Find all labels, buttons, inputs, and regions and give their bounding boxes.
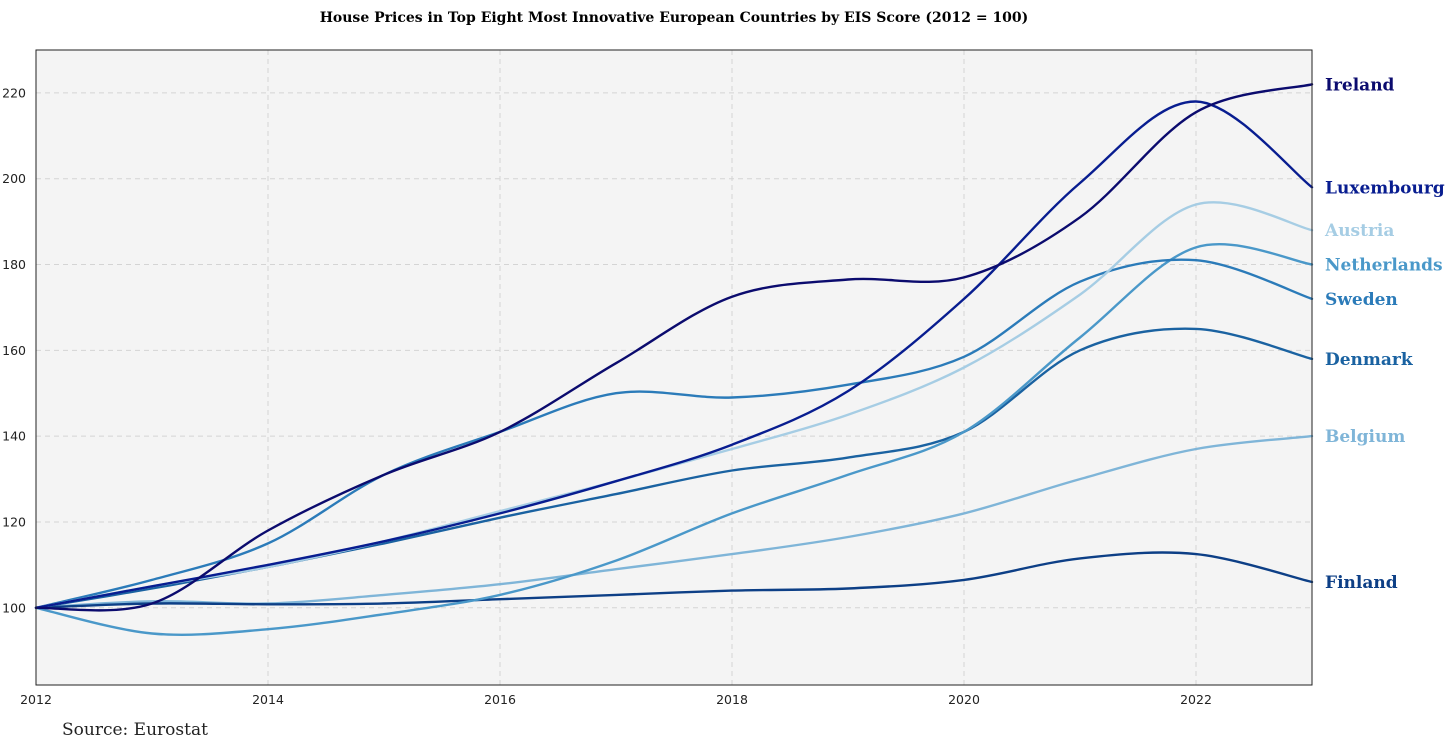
x-axis: 2012 2014 2016 2018 2020 2022 (20, 692, 1212, 707)
y-tick-label: 120 (2, 514, 26, 529)
series-label-luxembourg: Luxembourg (1325, 178, 1445, 198)
series-line-finland (34, 551, 1314, 609)
y-tick-label: 220 (2, 85, 26, 100)
x-tick-label: 2022 (1180, 692, 1212, 707)
source-note: Source: Eurostat (62, 720, 208, 740)
series-line-sweden (34, 258, 1314, 609)
series-label-sweden: Sweden (1325, 290, 1398, 310)
series-label-finland: Finland (1325, 573, 1398, 593)
y-tick-label: 140 (2, 429, 26, 444)
x-tick-label: 2016 (484, 692, 516, 707)
chart-title: House Prices in Top Eight Most Innovativ… (320, 10, 1029, 26)
series-lines (34, 83, 1314, 636)
series-label-denmark: Denmark (1325, 350, 1414, 370)
series-label-austria: Austria (1324, 221, 1394, 241)
x-tick-label: 2012 (20, 692, 52, 707)
y-tick-label: 180 (2, 257, 26, 272)
series-line-netherlands (34, 243, 1314, 636)
series-label-ireland: Ireland (1325, 75, 1395, 95)
series-label-netherlands: Netherlands (1325, 256, 1443, 276)
plot-area (36, 50, 1312, 685)
x-tick-label: 2014 (252, 692, 284, 707)
x-tick-label: 2018 (716, 692, 748, 707)
series-line-ireland (34, 83, 1314, 612)
y-tick-label: 160 (2, 343, 26, 358)
y-tick-label: 200 (2, 171, 26, 186)
series-line-austria (34, 201, 1314, 609)
series-labels: Ireland Luxembourg Austria Netherlands Swede… (1324, 75, 1445, 593)
series-label-belgium: Belgium (1325, 427, 1405, 447)
y-axis: 100 120 140 160 180 200 220 (2, 85, 26, 615)
y-tick-label: 100 (2, 600, 26, 615)
series-line-luxembourg (34, 100, 1314, 609)
x-tick-label: 2020 (948, 692, 980, 707)
plot-frame (35, 49, 1313, 686)
